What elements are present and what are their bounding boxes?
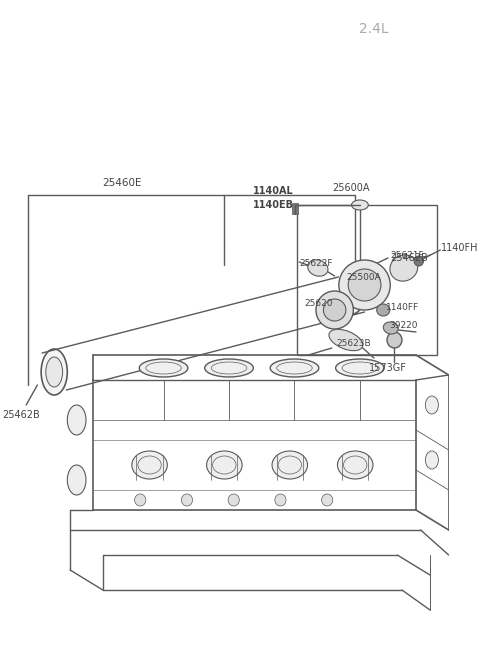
- Ellipse shape: [270, 359, 319, 377]
- Circle shape: [414, 256, 423, 266]
- Text: 25460E: 25460E: [102, 178, 141, 188]
- Text: 1140FH: 1140FH: [441, 243, 479, 253]
- Ellipse shape: [377, 304, 390, 316]
- Ellipse shape: [46, 357, 62, 387]
- Ellipse shape: [425, 396, 438, 414]
- Ellipse shape: [324, 299, 346, 321]
- Ellipse shape: [132, 451, 168, 479]
- Text: 25462B: 25462B: [2, 410, 40, 420]
- Ellipse shape: [67, 465, 86, 495]
- Circle shape: [387, 332, 402, 348]
- Text: 25622F: 25622F: [299, 259, 333, 269]
- Ellipse shape: [390, 255, 418, 281]
- Circle shape: [275, 494, 286, 506]
- Ellipse shape: [425, 451, 438, 469]
- Ellipse shape: [308, 260, 328, 276]
- Circle shape: [134, 494, 146, 506]
- Ellipse shape: [329, 329, 363, 350]
- Ellipse shape: [67, 405, 86, 435]
- Text: 1140AL: 1140AL: [253, 186, 294, 196]
- Ellipse shape: [351, 200, 368, 210]
- Ellipse shape: [336, 359, 384, 377]
- Ellipse shape: [41, 349, 67, 395]
- Text: 1573GF: 1573GF: [369, 363, 407, 373]
- Text: 25500A: 25500A: [346, 274, 381, 282]
- Circle shape: [181, 494, 192, 506]
- Bar: [292, 203, 298, 214]
- Ellipse shape: [272, 451, 308, 479]
- Text: 25600A: 25600A: [332, 183, 369, 193]
- Text: 25620: 25620: [305, 299, 333, 307]
- Text: 2.4L: 2.4L: [359, 22, 389, 36]
- Text: 25462B: 25462B: [391, 253, 429, 263]
- Ellipse shape: [206, 451, 242, 479]
- Ellipse shape: [340, 272, 365, 314]
- Circle shape: [322, 494, 333, 506]
- Text: 39220: 39220: [389, 320, 418, 329]
- Ellipse shape: [339, 260, 390, 310]
- Text: 25623B: 25623B: [336, 339, 371, 348]
- Ellipse shape: [204, 359, 253, 377]
- Ellipse shape: [337, 451, 373, 479]
- Ellipse shape: [348, 269, 381, 301]
- Circle shape: [228, 494, 240, 506]
- Text: 25621F: 25621F: [391, 252, 424, 261]
- Bar: [297, 205, 437, 355]
- Ellipse shape: [139, 359, 188, 377]
- Text: 1140FF: 1140FF: [386, 303, 419, 312]
- Text: 1140EB: 1140EB: [253, 200, 294, 210]
- Ellipse shape: [316, 291, 353, 329]
- Ellipse shape: [384, 322, 398, 334]
- Ellipse shape: [345, 279, 360, 307]
